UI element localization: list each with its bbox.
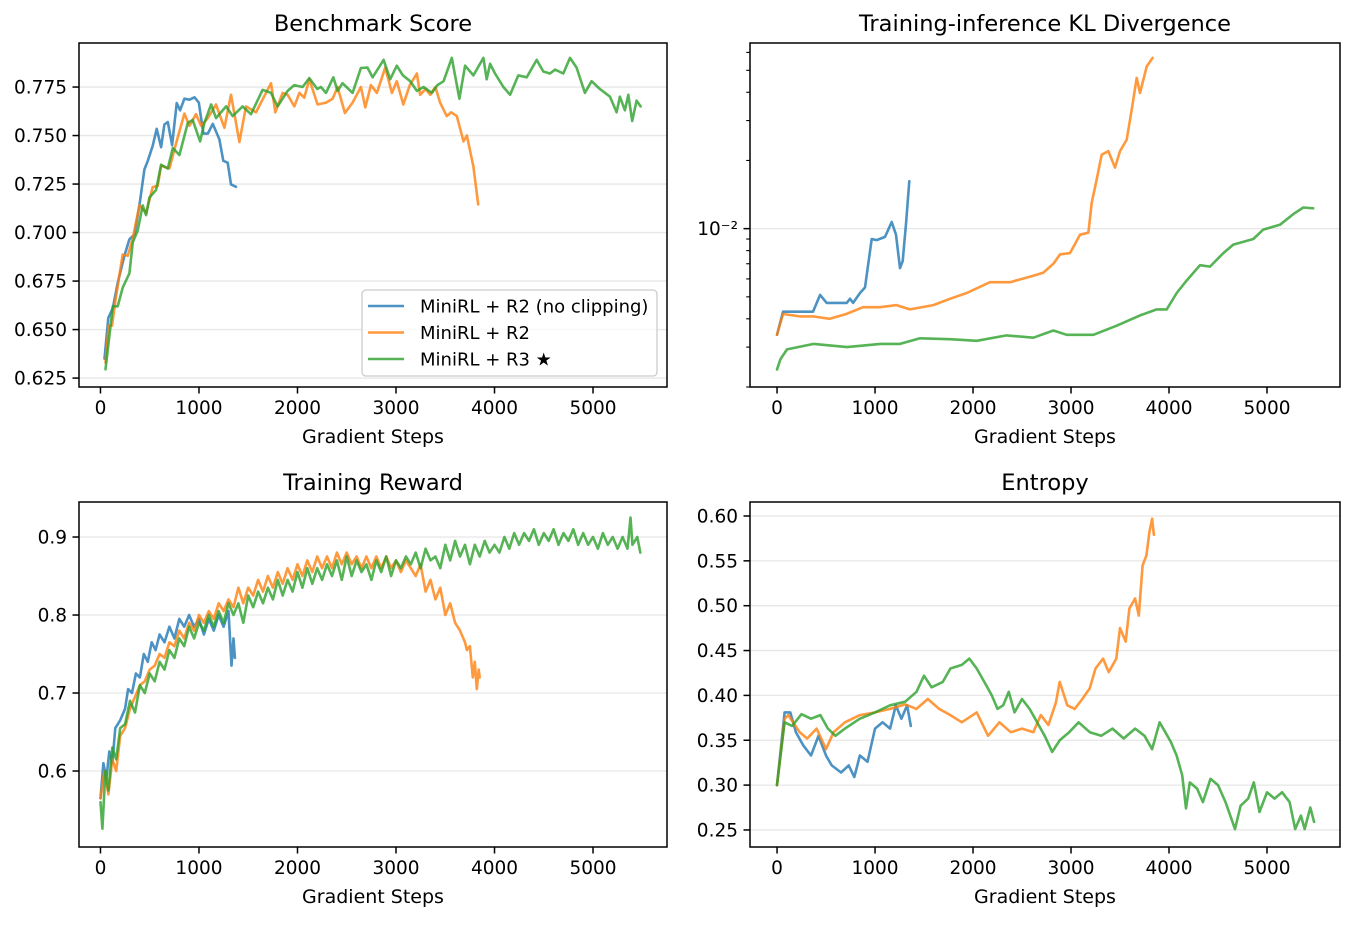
legend-label: MiniRL + R2 — [420, 323, 530, 344]
y-tick-label: 0.60 — [697, 506, 738, 527]
series-line-blue — [775, 703, 913, 787]
subplot-training-reward: 0 1000 2000 3000 4000 5000 0.6 0.7 0.8 0.9 Trainin… — [38, 470, 668, 908]
y-tick-label: 0.55 — [697, 551, 738, 572]
x-tick-label: 2000 — [274, 398, 321, 419]
x-tick-label: 4000 — [1145, 398, 1192, 419]
y-tick-label: 0.25 — [697, 820, 738, 841]
legend-label: MiniRL + R2 (no clipping) — [420, 297, 648, 318]
series-line-green — [775, 206, 1315, 371]
y-tick-label: 0.650 — [14, 320, 67, 341]
y-tick-label: 0.725 — [14, 175, 67, 196]
x-tick-label: 3000 — [372, 398, 419, 419]
subplot-entropy: 0 1000 2000 3000 4000 5000 0.25 0.30 0.35 0.40 0.4… — [697, 470, 1341, 908]
subplot-kl-divergence: 0 1000 2000 3000 4000 5000 10⁻² Training-infere… — [697, 11, 1341, 448]
subplot-title: Benchmark Score — [274, 11, 472, 37]
axes-frame — [78, 42, 668, 388]
y-tick-label: 0.7 — [38, 684, 67, 705]
series-line-orange — [99, 551, 482, 800]
x-tick-label: 0 — [95, 398, 107, 419]
x-tick-label: 3000 — [372, 858, 419, 879]
subplot-benchmark-score: 0 1000 2000 3000 4000 5000 0.625 0.650 0.675 0.70… — [14, 11, 668, 448]
y-tick-label: 0.675 — [14, 272, 67, 293]
x-tick-label: 1000 — [175, 398, 222, 419]
series-line-minirl-r3 — [104, 56, 642, 371]
y-tick-label: 0.6 — [38, 762, 67, 783]
subplots: 0 1000 2000 3000 4000 50000.6250.6500.6750.70… — [14, 11, 1341, 908]
x-tick-label: 5000 — [1243, 398, 1290, 419]
y-tick-label: 0.50 — [697, 596, 738, 617]
series-line-orange — [775, 56, 1154, 337]
legend-box — [361, 289, 658, 377]
x-axis-label: Gradient Steps — [974, 426, 1116, 448]
x-tick-label: 5000 — [569, 858, 616, 879]
y-tick-label: 10⁻² — [697, 219, 738, 240]
y-tick-label: 0.40 — [697, 686, 738, 707]
x-axis-label: Gradient Steps — [974, 886, 1116, 908]
series-line-green — [99, 516, 642, 831]
axes-frame — [749, 42, 1341, 388]
series-line-blue — [775, 179, 911, 337]
series-line-green — [775, 657, 1316, 831]
subplot-title: Training Reward — [282, 470, 463, 496]
legend-label: MiniRL + R3 ★ — [420, 350, 552, 371]
y-tick-label: 0.625 — [14, 369, 67, 390]
y-tick-label: 0.750 — [14, 126, 67, 147]
y-tick-label: 0.30 — [697, 776, 738, 797]
x-tick-label: 0 — [771, 858, 783, 879]
x-tick-label: 2000 — [949, 858, 996, 879]
subplot-title: Entropy — [1001, 470, 1088, 496]
y-tick-label: 0.775 — [14, 78, 67, 99]
x-tick-label: 4000 — [471, 858, 518, 879]
x-axis-label: Gradient Steps — [302, 426, 444, 448]
x-tick-label: 5000 — [569, 398, 616, 419]
x-tick-label: 0 — [95, 858, 107, 879]
axes-frame — [749, 501, 1341, 848]
x-tick-label: 2000 — [949, 398, 996, 419]
series-line-minirl-r2-no-clipping — [103, 96, 238, 361]
x-tick-label: 0 — [771, 398, 783, 419]
x-tick-label: 3000 — [1047, 398, 1094, 419]
x-tick-label: 3000 — [1047, 858, 1094, 879]
y-tick-label: 0.8 — [38, 606, 67, 627]
x-tick-label: 1000 — [175, 858, 222, 879]
axes-frame — [78, 501, 668, 848]
x-axis-label: Gradient Steps — [302, 886, 444, 908]
series-line-orange — [775, 517, 1156, 787]
x-tick-label: 2000 — [274, 858, 321, 879]
y-tick-label: 0.700 — [14, 223, 67, 244]
x-tick-label: 1000 — [851, 858, 898, 879]
x-tick-label: 4000 — [1145, 858, 1192, 879]
y-tick-label: 0.45 — [697, 641, 738, 662]
x-tick-label: 4000 — [471, 398, 518, 419]
y-tick-label: 0.9 — [38, 528, 67, 549]
y-tick-label: 0.35 — [697, 731, 738, 752]
legend: MiniRL + R2 (no clipping) MiniRL + R2 Mini… — [361, 289, 658, 377]
subplot-title: Training-inference KL Divergence — [858, 11, 1231, 37]
x-tick-label: 5000 — [1243, 858, 1290, 879]
x-tick-label: 1000 — [851, 398, 898, 419]
